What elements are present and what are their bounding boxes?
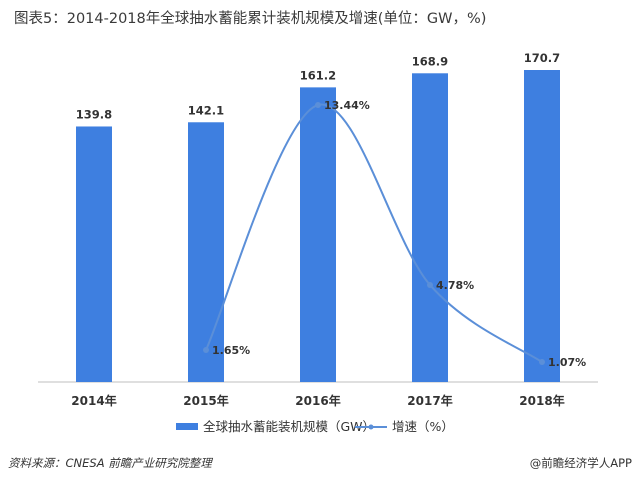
bar-2016年 [300, 87, 336, 382]
growth-value-label: 4.78% [436, 279, 474, 292]
legend: 全球抽水蓄能装机规模（GW） 增速（%） [176, 419, 454, 434]
bar-value-label: 139.8 [76, 107, 112, 121]
x-tick-label: 2015年 [183, 393, 228, 408]
growth-value-label: 13.44% [324, 99, 370, 112]
legend-line-label: 增速（%） [392, 419, 454, 434]
bar-2017年 [412, 73, 448, 383]
x-tick-label: 2016年 [295, 393, 340, 408]
x-tick-label: 2018年 [519, 393, 564, 408]
chart-title: 图表5：2014-2018年全球抽水蓄能累计装机规模及增速(单位：GW，%) [14, 11, 487, 27]
growth-value-label: 1.07% [548, 356, 586, 369]
source-note: 资料来源：CNESA 前瞻产业研究院整理 [8, 456, 212, 470]
growth-point [539, 359, 545, 366]
bar-2018年 [524, 70, 560, 382]
bar-2015年 [188, 122, 224, 382]
growth-point [315, 102, 321, 108]
bar-value-label: 161.2 [300, 68, 336, 82]
brand-credit: @前瞻经济学人APP [529, 456, 632, 470]
bar-value-label: 142.1 [188, 103, 224, 117]
bar-value-label: 170.7 [524, 51, 560, 65]
bar-2014年 [76, 126, 112, 383]
growth-line [205, 103, 543, 363]
legend-bar-label: 全球抽水蓄能装机规模（GW） [203, 419, 375, 434]
growth-value-label: 1.65% [212, 344, 250, 357]
legend-bar-swatch [176, 423, 198, 430]
bar-value-label: 168.9 [412, 54, 448, 68]
legend-line-marker [368, 424, 374, 430]
growth-point [427, 281, 433, 288]
x-tick-label: 2014年 [71, 393, 116, 408]
growth-point [203, 347, 209, 353]
x-tick-label: 2017年 [407, 393, 452, 408]
